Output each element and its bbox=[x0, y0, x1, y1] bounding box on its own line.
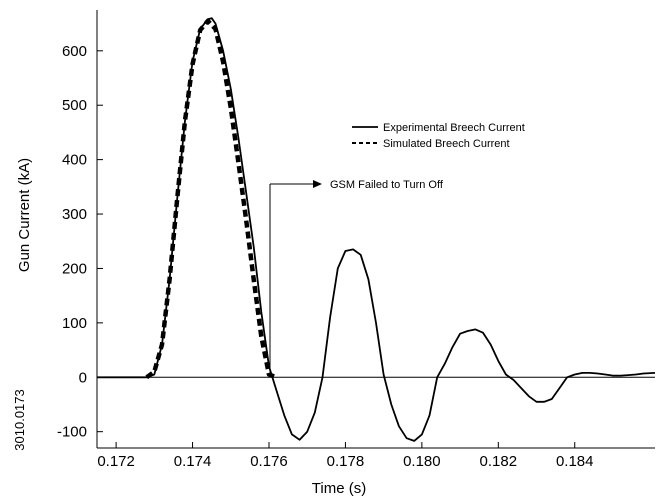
y-tick-label: 200 bbox=[62, 260, 87, 277]
y-tick-label: 100 bbox=[62, 315, 87, 332]
legend-box bbox=[347, 117, 569, 153]
y-axis-title: Gun Current (kA) bbox=[16, 158, 33, 272]
y-tick-label: 500 bbox=[62, 97, 87, 114]
legend-label-experimental: Experimental Breech Current bbox=[383, 122, 525, 134]
series-line-experimental bbox=[97, 17, 656, 442]
annotation-label: GSM Failed to Turn Off bbox=[330, 179, 444, 191]
x-axis-title: Time (s) bbox=[312, 480, 366, 496]
y-tick-label: -100 bbox=[57, 424, 87, 441]
y-tick-label: 300 bbox=[62, 206, 87, 223]
annotation: GSM Failed to Turn Off bbox=[269, 179, 444, 375]
series-line-simulated bbox=[145, 18, 278, 380]
y-tick-label: 0 bbox=[79, 369, 87, 386]
figure-id-label: 3010.0173 bbox=[12, 389, 27, 450]
x-tick-label: 0.182 bbox=[480, 453, 518, 470]
annotation-arrowhead bbox=[313, 180, 322, 188]
legend: Experimental Breech Current Simulated Br… bbox=[347, 117, 569, 153]
x-tick-label: 0.180 bbox=[403, 453, 441, 470]
x-tick-label: 0.172 bbox=[97, 453, 135, 470]
axes bbox=[96, 10, 655, 449]
x-tick-label: 0.174 bbox=[174, 453, 212, 470]
x-tick-label: 0.176 bbox=[250, 453, 288, 470]
series-layer bbox=[97, 17, 656, 442]
ticks: 0.172 0.174 0.176 0.178 0.180 0.182 0.184 -100 0… bbox=[57, 43, 594, 470]
x-tick-label: 0.184 bbox=[556, 453, 594, 470]
y-tick-label: 400 bbox=[62, 152, 87, 169]
legend-label-simulated: Simulated Breech Current bbox=[383, 138, 510, 150]
y-tick-label: 600 bbox=[62, 43, 87, 60]
x-tick-label: 0.178 bbox=[327, 453, 365, 470]
